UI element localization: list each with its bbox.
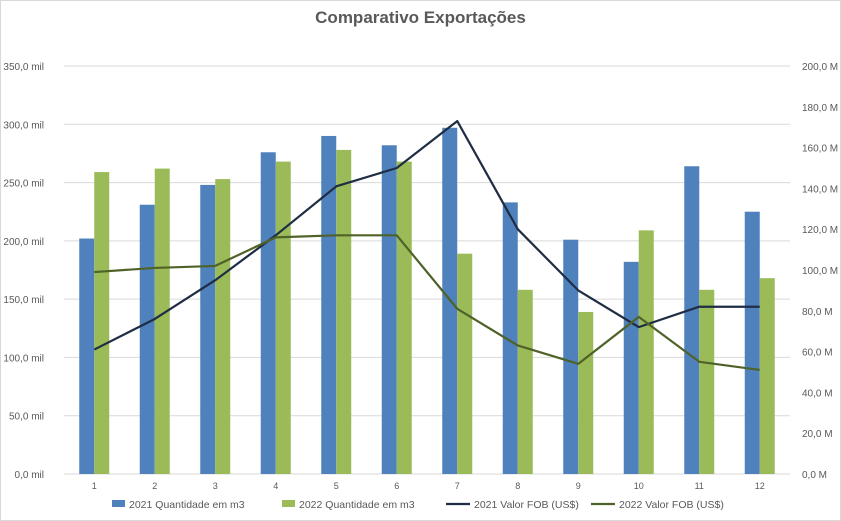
x-tick-label: 8 (515, 481, 520, 491)
right-tick-label: 200,0 M (802, 62, 838, 73)
x-tick-label: 9 (576, 481, 581, 491)
legend-label: 2021 Quantidade em m3 (129, 499, 245, 511)
x-axis: 1 2 3 4 5 6 7 8 9 10 11 12 (92, 481, 765, 491)
left-tick-label: 0,0 mil (15, 470, 44, 481)
right-tick-label: 180,0 M (802, 103, 838, 114)
right-tick-label: 80,0 M (802, 307, 833, 318)
line-series (93, 119, 760, 372)
x-tick-label: 3 (213, 481, 218, 491)
left-tick-label: 150,0 mil (3, 295, 44, 306)
legend-label: 2022 Quantidade em m3 (299, 499, 415, 511)
bar-2022-10 (638, 230, 654, 474)
bar-2022-2 (154, 168, 170, 474)
x-tick-label: 12 (755, 481, 765, 491)
left-tick-label: 350,0 mil (3, 62, 44, 73)
bar-2021-9 (563, 239, 579, 474)
left-tick-label: 250,0 mil (3, 179, 44, 190)
bar-2022-5 (336, 149, 352, 474)
right-tick-label: 140,0 M (802, 184, 838, 195)
left-tick-label: 50,0 mil (9, 412, 44, 423)
left-axis: 0,0 mil 50,0 mil 100,0 mil 150,0 mil 200,0 m… (3, 62, 44, 481)
left-tick-label: 200,0 mil (3, 237, 44, 248)
left-tick-label: 300,0 mil (3, 120, 44, 131)
bar-2021-3 (200, 184, 216, 474)
bar-2022-8 (517, 289, 533, 474)
right-tick-label: 120,0 M (802, 225, 838, 236)
right-axis: 0,0 M 20,0 M 40,0 M 60,0 M 80,0 M 100,0 M 120,… (802, 62, 838, 481)
right-tick-label: 0,0 M (802, 470, 827, 481)
bar-2021-12 (744, 211, 760, 474)
bar-series (79, 127, 775, 475)
right-tick-label: 20,0 M (802, 429, 833, 440)
bar-2021-8 (502, 202, 518, 475)
bar-2022-9 (578, 311, 594, 474)
bar-2022-11 (699, 289, 715, 474)
bar-2021-10 (623, 261, 639, 474)
bar-2021-11 (684, 166, 700, 474)
bar-2021-4 (260, 152, 276, 474)
x-tick-label: 6 (394, 481, 399, 491)
x-tick-label: 1 (92, 481, 97, 491)
left-tick-label: 100,0 mil (3, 353, 44, 364)
line-2021-valor-fob (93, 119, 760, 351)
bar-2022-1 (94, 172, 110, 474)
legend-label: 2022 Valor FOB (US$) (619, 499, 724, 511)
bar-2022-12 (759, 278, 775, 474)
x-tick-label: 7 (455, 481, 460, 491)
right-tick-label: 100,0 M (802, 266, 838, 277)
bar-2021-5 (321, 135, 337, 474)
right-tick-label: 60,0 M (802, 348, 833, 359)
legend-swatch (112, 500, 125, 507)
x-tick-label: 5 (334, 481, 339, 491)
bar-2022-3 (215, 179, 231, 474)
legend: 2021 Quantidade em m3 2022 Quantidade em … (112, 499, 724, 511)
bar-2022-7 (457, 253, 473, 474)
bar-2022-6 (396, 161, 412, 475)
legend-swatch (282, 500, 295, 507)
x-tick-label: 4 (273, 481, 278, 491)
right-tick-label: 40,0 M (802, 388, 833, 399)
bar-2021-1 (79, 238, 95, 474)
x-tick-label: 11 (695, 481, 704, 491)
gridlines (64, 65, 790, 475)
right-tick-label: 160,0 M (802, 144, 838, 155)
line-2022-valor-fob (94, 234, 760, 372)
chart-title: Comparativo Exportações (315, 8, 526, 27)
legend-label: 2021 Valor FOB (US$) (474, 499, 579, 511)
x-tick-label: 2 (152, 481, 157, 491)
x-tick-label: 10 (634, 481, 644, 491)
bar-2022-4 (275, 161, 291, 475)
bar-2021-6 (381, 145, 397, 475)
bar-2021-2 (139, 204, 155, 474)
